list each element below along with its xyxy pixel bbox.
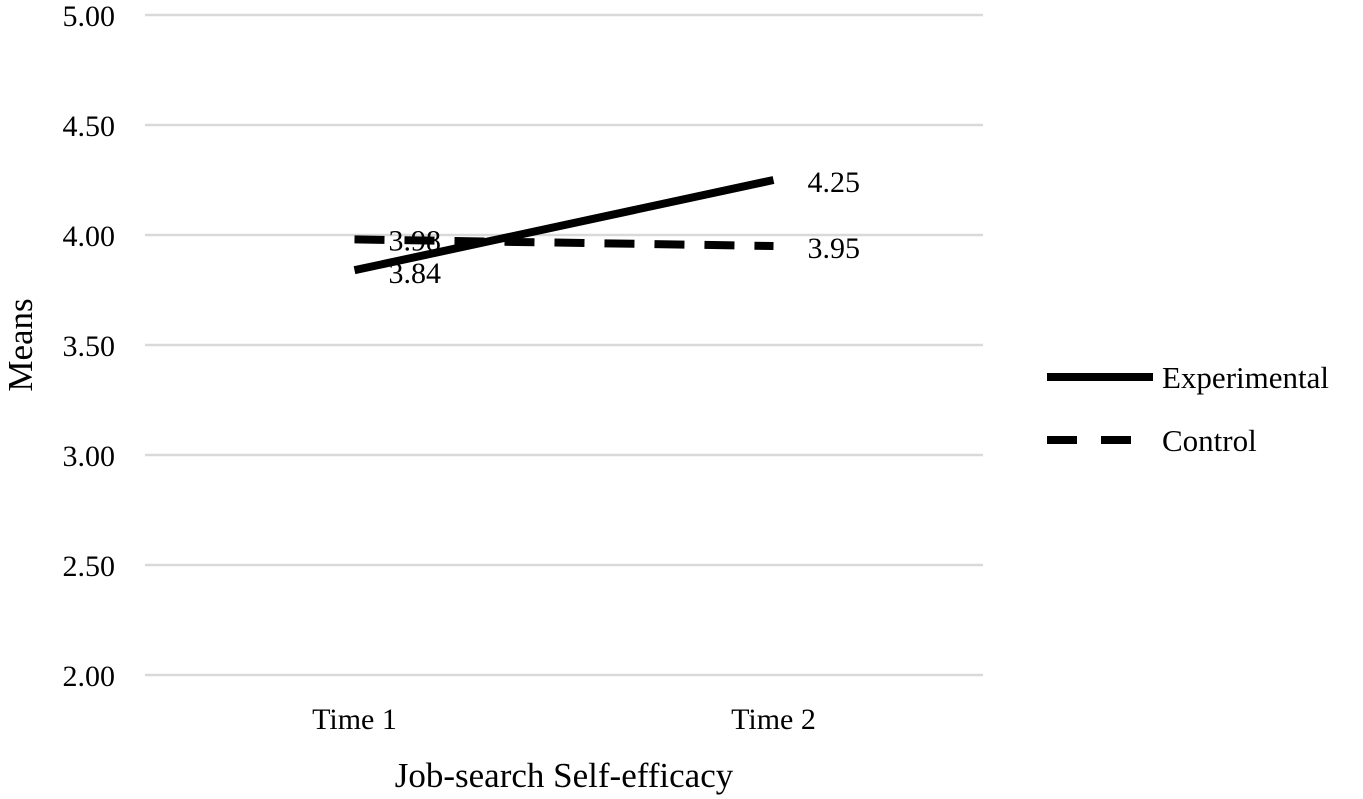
data-label-experimental: 4.25 bbox=[808, 166, 861, 199]
series-lines bbox=[353, 176, 775, 275]
y-axis-ticks: 2.00 2.50 3.00 3.50 4.00 4.50 5.00 bbox=[63, 0, 116, 693]
y-tick-label: 3.50 bbox=[63, 330, 116, 363]
y-tick-label: 2.50 bbox=[63, 550, 116, 583]
x-tick-label: Time 1 bbox=[312, 703, 397, 736]
data-label-control: 3.95 bbox=[808, 232, 861, 265]
legend-label-experimental: Experimental bbox=[1162, 360, 1329, 395]
legend-label-control: Control bbox=[1162, 423, 1257, 458]
series-line-control bbox=[354, 235, 774, 250]
data-label-experimental: 3.84 bbox=[389, 257, 442, 290]
x-axis-ticks: Time 1 Time 2 bbox=[312, 703, 816, 736]
y-tick-label: 4.00 bbox=[63, 220, 116, 253]
data-label-control: 3.98 bbox=[389, 224, 442, 257]
y-tick-label: 4.50 bbox=[63, 110, 116, 143]
y-tick-label: 3.00 bbox=[63, 440, 116, 473]
x-tick-label: Time 2 bbox=[731, 703, 816, 736]
gridlines bbox=[145, 13, 983, 677]
y-axis-title: Means bbox=[1, 298, 40, 391]
y-tick-label: 5.00 bbox=[63, 0, 116, 33]
x-axis-title: Job-search Self-efficacy bbox=[395, 756, 734, 795]
y-tick-label: 2.00 bbox=[63, 660, 116, 693]
data-labels: 3.84 4.25 3.98 3.95 bbox=[389, 166, 861, 290]
series-line-experimental bbox=[353, 176, 775, 275]
legend: Experimental Control bbox=[1047, 360, 1329, 458]
